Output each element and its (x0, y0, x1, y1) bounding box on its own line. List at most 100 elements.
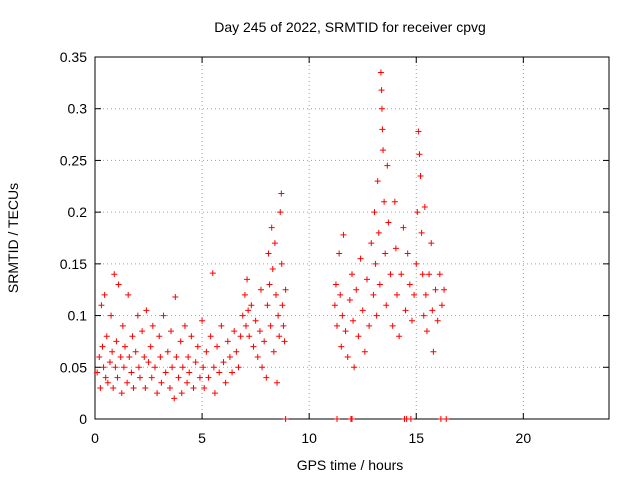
data-point (383, 302, 390, 309)
data-point (162, 369, 169, 376)
data-point (361, 348, 368, 355)
data-point (430, 348, 437, 355)
data-point (114, 374, 121, 381)
data-point (179, 364, 186, 371)
data-point (261, 338, 268, 345)
y-tick-label: 0.15 (60, 256, 87, 272)
data-point (379, 126, 386, 133)
data-point (349, 271, 355, 278)
data-point (117, 353, 124, 360)
data-point (340, 231, 347, 238)
data-point (277, 209, 284, 216)
data-point (242, 322, 249, 329)
data-point (264, 302, 271, 309)
data-point (143, 307, 150, 314)
data-point (351, 364, 358, 371)
data-point (429, 307, 436, 314)
data-point (145, 359, 152, 366)
data-point (334, 416, 341, 422)
data-point (406, 281, 413, 288)
data-point (126, 353, 133, 360)
data-point (363, 276, 370, 283)
data-point (226, 353, 233, 360)
x-tick-label: 20 (516, 430, 532, 446)
data-point (224, 338, 231, 345)
data-point (382, 250, 389, 257)
data-point (218, 322, 225, 329)
data-point (154, 390, 161, 397)
data-point (98, 302, 105, 309)
data-point (422, 291, 429, 298)
data-point (384, 162, 391, 169)
data-point (257, 286, 264, 293)
data-point (391, 198, 398, 205)
data-point (199, 317, 206, 324)
data-point (441, 286, 448, 293)
y-axis: 0 0.05 0.1 0.15 0.2 0.25 0.3 0.35 (60, 49, 609, 427)
data-point (266, 281, 273, 288)
chart-title: Day 245 of 2022, SRMTID for receiver cpv… (214, 19, 486, 35)
data-point (106, 359, 113, 366)
data-point (124, 379, 131, 386)
data-point (377, 69, 384, 76)
data-point (169, 364, 176, 371)
data-point (374, 178, 381, 185)
y-tick-label: 0 (79, 411, 87, 427)
data-point (135, 364, 142, 371)
data-point (339, 312, 346, 319)
data-point (222, 379, 229, 386)
data-point (438, 302, 445, 309)
data-point (434, 317, 441, 324)
y-tick-label: 0.1 (68, 308, 88, 324)
data-point (139, 328, 146, 335)
data-point (186, 369, 193, 376)
data-point (194, 343, 201, 350)
data-point (158, 379, 165, 386)
data-point (436, 271, 443, 278)
data-point (113, 338, 120, 345)
y-tick-label: 0.2 (68, 204, 88, 220)
data-point (278, 260, 285, 267)
data-point (207, 333, 214, 340)
data-point (112, 364, 119, 371)
data-point (254, 353, 261, 360)
data-point (334, 322, 341, 329)
data-point (385, 219, 392, 226)
data-point (420, 312, 427, 319)
data-point (389, 322, 396, 329)
data-point (229, 369, 236, 376)
data-point (268, 224, 275, 231)
data-point (157, 353, 164, 360)
x-tick-label: 0 (91, 430, 99, 446)
data-point (147, 343, 154, 350)
data-point (119, 322, 126, 329)
data-point (366, 322, 373, 329)
data-point (141, 353, 148, 360)
data-point (111, 271, 118, 278)
data-point (190, 384, 197, 391)
data-point (173, 353, 180, 360)
data-point (396, 333, 403, 340)
data-point (408, 317, 415, 324)
data-point (136, 374, 143, 381)
data-point (103, 333, 110, 340)
data-point (99, 343, 106, 350)
data-point (129, 333, 136, 340)
data-point (414, 209, 421, 216)
data-point (142, 384, 149, 391)
x-tick-label: 15 (408, 430, 424, 446)
data-point (244, 276, 251, 283)
x-axis: 0 5 10 15 20 (91, 57, 531, 446)
data-point (216, 369, 223, 376)
data-point (419, 271, 426, 278)
data-point (378, 87, 385, 94)
data-point (392, 245, 399, 252)
data-point (97, 384, 104, 391)
data-point (115, 281, 122, 288)
data-point (177, 338, 184, 345)
data-point (281, 338, 288, 345)
data-point (263, 374, 270, 381)
data-point (381, 198, 388, 205)
data-point (235, 364, 242, 371)
data-point (203, 348, 210, 355)
